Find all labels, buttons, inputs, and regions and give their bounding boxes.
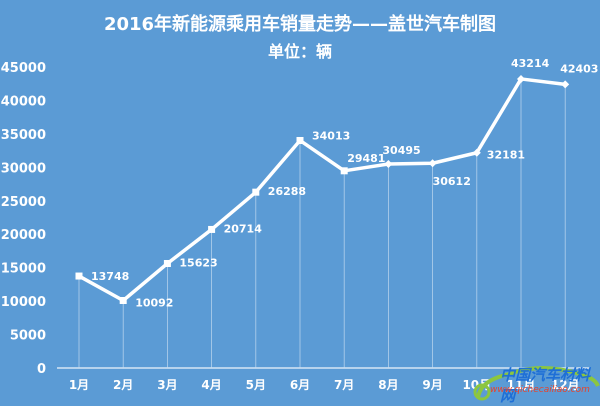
watermark-text: 中国汽车材料网 [500,366,591,405]
data-point-marker [208,225,216,233]
data-label: 20714 [224,222,263,235]
data-label: 32181 [487,149,525,162]
y-tick-label: 35000 [1,128,46,143]
data-point-marker [163,259,171,267]
y-tick-label: 45000 [1,61,46,76]
y-tick-label: 5000 [10,329,46,344]
x-tick-label: 12月 [551,378,580,392]
y-tick-label: 20000 [1,228,46,243]
data-point-marker [561,80,570,89]
watermark-car-logo-icon [473,366,600,401]
x-tick-label: 3月 [157,378,177,392]
x-tick-label: 1月 [69,378,89,392]
data-label: 43214 [511,57,550,70]
y-tick-label: 25000 [1,195,46,210]
y-tick-label: 40000 [1,94,46,109]
chart-subtitle: 单位：辆 [267,42,332,61]
data-label: 29481 [347,152,385,165]
data-point-marker [517,74,525,83]
data-label: 42403 [560,62,598,75]
data-label: 34013 [312,129,350,142]
y-tick-label: 15000 [1,262,46,277]
x-tick-label: 2月 [113,378,133,392]
x-tick-label: 8月 [378,378,398,392]
data-label: 15623 [179,256,217,269]
x-tick-label: 9月 [422,378,442,392]
data-point-marker [384,160,393,169]
data-point-marker [472,148,481,157]
chart-title: 2016年新能源乘用车销量走势——盖世汽车制图 [103,14,497,35]
x-tick-label: 11月 [507,378,536,392]
y-tick-label: 30000 [1,161,46,176]
data-point-marker [428,159,437,168]
x-tick-label: 7月 [334,378,354,392]
data-point-marker [252,188,260,196]
data-point-marker [296,136,304,144]
data-label: 30495 [382,144,420,157]
watermark-url: www.qichecailiao.com [490,385,590,395]
y-tick-label: 0 [37,362,46,377]
data-label: 30612 [433,175,471,188]
series-line [78,77,566,303]
data-label: 26288 [268,185,306,198]
data-point-marker [75,272,83,280]
data-label: 10092 [135,296,173,309]
y-tick-label: 10000 [1,295,46,310]
x-tick-label: 6月 [290,378,310,392]
data-point-marker [340,167,348,175]
x-tick-label: 5月 [246,378,266,392]
data-point-marker [119,296,127,304]
data-label: 13748 [91,270,129,283]
x-tick-label: 4月 [201,378,221,392]
